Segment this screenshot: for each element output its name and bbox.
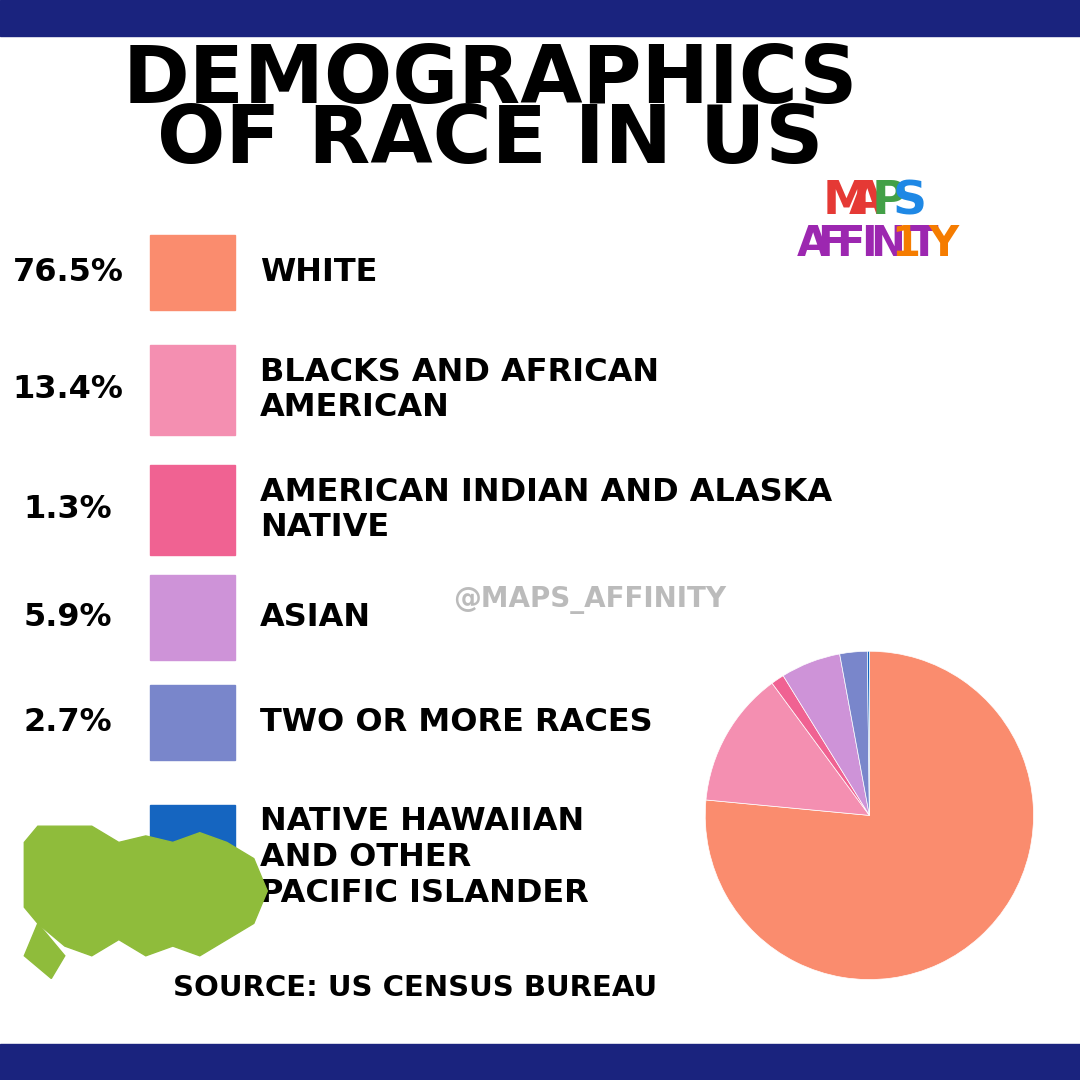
Wedge shape — [783, 654, 869, 815]
Bar — [0, 1044, 1080, 1080]
Text: DEMOGRAPHICS: DEMOGRAPHICS — [122, 42, 858, 120]
Text: 1: 1 — [891, 222, 920, 265]
Text: OF RACE IN US: OF RACE IN US — [157, 102, 823, 180]
Text: S: S — [892, 179, 927, 225]
Text: 5.9%: 5.9% — [24, 602, 112, 633]
Text: SOURCE: US CENSUS BUREAU: SOURCE: US CENSUS BUREAU — [173, 974, 657, 1002]
Bar — [150, 575, 235, 660]
Wedge shape — [706, 684, 869, 815]
Bar — [150, 805, 235, 910]
Text: NATIVE HAWAIIAN
AND OTHER
PACIFIC ISLANDER: NATIVE HAWAIIAN AND OTHER PACIFIC ISLAND… — [260, 806, 589, 908]
Bar — [150, 465, 235, 555]
Text: TWO OR MORE RACES: TWO OR MORE RACES — [260, 707, 652, 738]
Polygon shape — [25, 923, 65, 978]
Text: 0.2%: 0.2% — [24, 842, 112, 873]
Text: 2.7%: 2.7% — [24, 707, 112, 738]
Text: 13.4%: 13.4% — [13, 375, 123, 405]
Text: F: F — [836, 222, 864, 265]
Wedge shape — [867, 651, 869, 815]
Text: Y: Y — [928, 222, 958, 265]
Wedge shape — [839, 651, 869, 815]
Text: A: A — [849, 179, 886, 225]
Text: T: T — [910, 222, 939, 265]
Bar — [150, 235, 235, 310]
Text: 1.3%: 1.3% — [24, 495, 112, 526]
Text: F: F — [818, 222, 846, 265]
Text: WHITE: WHITE — [260, 257, 377, 288]
Polygon shape — [25, 826, 268, 956]
Text: M: M — [823, 179, 869, 225]
Wedge shape — [772, 676, 869, 815]
Text: AMERICAN INDIAN AND ALASKA
NATIVE: AMERICAN INDIAN AND ALASKA NATIVE — [260, 476, 832, 543]
Text: @MAPS_AFFINITY: @MAPS_AFFINITY — [454, 586, 727, 615]
Bar — [150, 685, 235, 760]
Text: BLACKS AND AFRICAN
AMERICAN: BLACKS AND AFRICAN AMERICAN — [260, 356, 659, 423]
Bar — [0, 0, 1080, 36]
Wedge shape — [705, 651, 1034, 980]
Text: N: N — [869, 222, 905, 265]
Text: A: A — [797, 222, 829, 265]
Bar — [150, 345, 235, 435]
Text: I: I — [861, 222, 877, 265]
Text: ASIAN: ASIAN — [260, 602, 372, 633]
Text: P: P — [872, 179, 906, 225]
Text: 76.5%: 76.5% — [13, 257, 123, 288]
